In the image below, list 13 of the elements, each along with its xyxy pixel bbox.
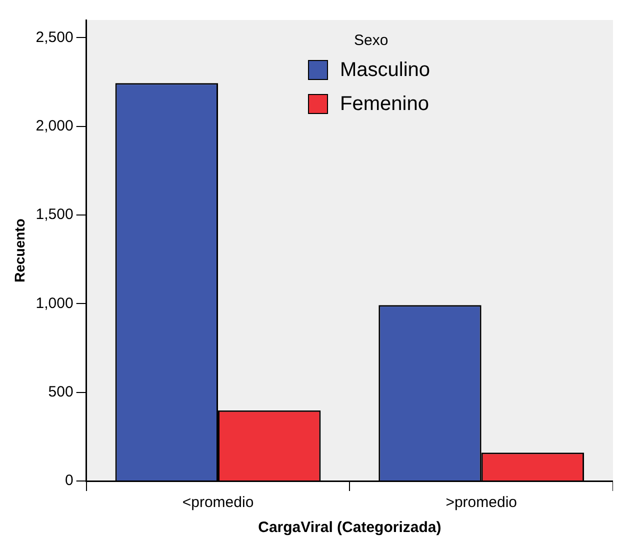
y-tick-label: 1,500: [36, 206, 74, 224]
legend-title: Sexo: [354, 32, 390, 49]
x-axis-title: CargaViral (Categorizada): [258, 519, 442, 536]
y-tick-label: 0: [64, 472, 74, 490]
y-tick-label: 1,000: [36, 294, 74, 312]
x-tick-label: >promedio: [446, 494, 517, 512]
y-tick-label: 2,500: [36, 28, 74, 46]
y-axis-title: Recuento: [11, 218, 28, 282]
legend-label: Masculino: [340, 58, 430, 83]
y-tick-label: 2,000: [36, 118, 74, 135]
legend-label: Femenino: [340, 92, 429, 117]
y-tick-label: 500: [48, 383, 74, 400]
x-tick-label: <promedio: [182, 494, 254, 512]
